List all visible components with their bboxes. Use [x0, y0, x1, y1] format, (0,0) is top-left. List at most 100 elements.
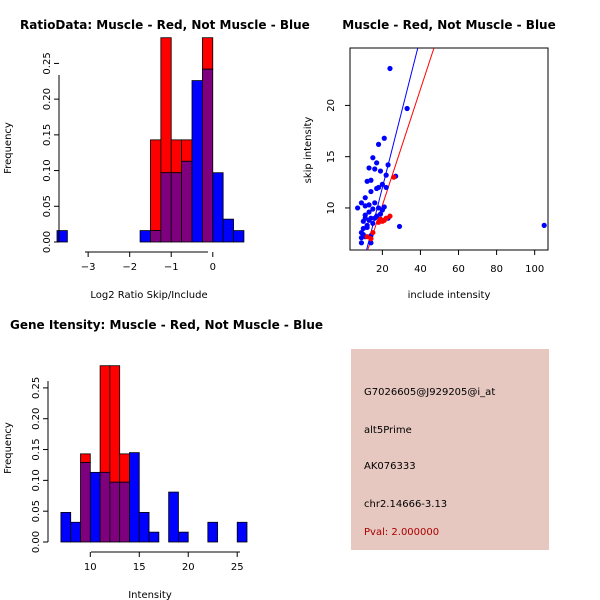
probe-id: G7026605@J929205@i_at [364, 387, 496, 398]
ratio-x-tick-label: −1 [164, 262, 179, 273]
ratio-bar-overlap [150, 230, 162, 243]
ratio-chart-title: RatioData: Muscle - Red, Not Muscle - Bl… [20, 18, 310, 32]
ratio-y-label: Frequency [3, 122, 14, 174]
intensity-y-tick-label: 0.20 [31, 408, 42, 430]
scatter-point-blue [381, 135, 387, 141]
scatter-point-red [370, 229, 376, 236]
scatter-point-blue [375, 205, 382, 211]
scatter-y-label: skip intensity [303, 117, 314, 184]
scatter-point-blue [375, 184, 382, 191]
ratio-y-tick-label: 0.15 [42, 124, 53, 146]
ratio-bar-muscle [201, 37, 214, 70]
scatter-point-blue [372, 166, 378, 172]
ratio-y-tick-label: 0.10 [42, 159, 53, 181]
intensity-bar-not-muscle [129, 452, 140, 543]
scatter-point-blue [358, 200, 365, 206]
scatter-point-red [383, 215, 389, 221]
pval-text: Pval: 2.000000 [364, 527, 440, 538]
ratio-bar-not-muscle [233, 230, 245, 243]
scatter-point-blue [404, 105, 410, 112]
ratio-x-tick-label: −2 [122, 262, 137, 273]
ratio-bar-muscle [150, 139, 162, 231]
scatter-point-blue [370, 220, 376, 226]
intensity-x-label: Intensity [128, 590, 172, 600]
ratio-bar-not-muscle [222, 218, 234, 243]
scatter-plot-frame [349, 47, 549, 251]
intensity-histogram: Gene Itensity: Muscle - Red, Not Muscle … [3, 318, 323, 600]
intensity-bar-not-muscle [148, 531, 160, 543]
scatter-point-blue [383, 172, 389, 178]
ratio-y-tick-label: 0.00 [42, 231, 53, 253]
ratio-bar-muscle [170, 139, 183, 174]
ratio-bar-muscle [181, 139, 193, 162]
scatter-x-tick-label: 20 [376, 264, 389, 275]
intensity-bar-not-muscle [70, 521, 81, 543]
intensity-y-tick-label: 0.00 [31, 531, 42, 553]
scatter-point-blue [366, 202, 372, 208]
ratio-x-label: Log2 Ratio Skip/Include [90, 290, 207, 301]
intensity-y-tick-label: 0.15 [31, 438, 42, 460]
accession-id: AK076333 [364, 461, 416, 472]
scatter-x-tick-label: 40 [414, 264, 427, 275]
intensity-x-tick-label: 15 [133, 562, 146, 573]
scatter-plot: Muscle - Red, Not Muscle - Blue 20 40 60 80… [303, 18, 556, 301]
scatter-point-blue [375, 141, 382, 147]
ratio-bar-overlap [181, 160, 193, 243]
ratio-bar-overlap [160, 172, 172, 243]
info-panel: G7026605@J929205@i_at alt5Prime AK076333… [351, 349, 549, 550]
scatter-point-blue [370, 155, 376, 161]
intensity-bar-not-muscle [89, 471, 101, 543]
intensity-chart-title: Gene Itensity: Muscle - Red, Not Muscle … [10, 318, 323, 332]
scatter-point-blue [358, 240, 365, 246]
scatter-point-blue [377, 211, 384, 217]
scatter-x-tick-label: 100 [525, 264, 544, 275]
intensity-y-tick-label: 0.05 [31, 500, 42, 522]
scatter-point-blue [377, 168, 384, 174]
intensity-bar-overlap [119, 481, 130, 543]
scatter-point-red [391, 174, 397, 180]
scatter-point-blue [396, 223, 403, 230]
intensity-x-tick-label: 20 [182, 562, 195, 573]
intensity-bar-not-muscle [138, 512, 150, 543]
ratio-x-tick-label: −3 [81, 262, 96, 273]
scatter-point-blue [383, 184, 389, 191]
scatter-point-red [368, 236, 374, 242]
intensity-x-tick-label: 25 [231, 562, 244, 573]
ratio-bar-not-muscle [139, 230, 151, 243]
intensity-bar-overlap [109, 481, 121, 543]
ratio-bar-not-muscle [191, 80, 203, 243]
scatter-point-red [364, 234, 370, 240]
scatter-point-blue [366, 209, 372, 215]
scatter-point-blue [374, 213, 380, 219]
intensity-y-label: Frequency [3, 422, 14, 474]
intensity-bar-muscle [109, 365, 121, 483]
intensity-y-tick-label: 0.25 [31, 377, 42, 399]
scatter-point-blue [385, 162, 391, 168]
scatter-y-tick-label: 15 [326, 150, 337, 163]
event-type: alt5Prime [364, 425, 412, 436]
intensity-bar-not-muscle [236, 521, 248, 543]
scatter-point-blue [374, 160, 380, 166]
ratio-y-tick-label: 0.20 [42, 88, 53, 110]
ratio-y-tick-label: 0.25 [42, 52, 53, 74]
intensity-bar-not-muscle [178, 531, 189, 543]
scatter-point-blue [364, 222, 370, 228]
scatter-y-tick-label: 10 [326, 202, 337, 215]
scatter-x-tick-label: 80 [490, 264, 503, 275]
scatter-point-blue [368, 188, 374, 195]
genomic-location: chr2.14666-3.13 [364, 499, 448, 510]
scatter-chart-title: Muscle - Red, Not Muscle - Blue [342, 18, 556, 32]
intensity-bar-muscle [119, 453, 130, 483]
ratio-bar-not-muscle [56, 230, 68, 243]
scatter-point-blue [381, 204, 387, 210]
ratio-bar-overlap [170, 172, 183, 243]
scatter-x-label: include intensity [408, 290, 491, 301]
scatter-point-blue [368, 177, 374, 183]
scatter-point-blue [379, 181, 385, 187]
intensity-x-tick-label: 10 [84, 562, 97, 573]
scatter-point-blue [372, 200, 378, 206]
intensity-bar-overlap [99, 471, 111, 543]
ratio-bar-not-muscle [212, 172, 224, 243]
intensity-bar-overlap [80, 462, 91, 543]
